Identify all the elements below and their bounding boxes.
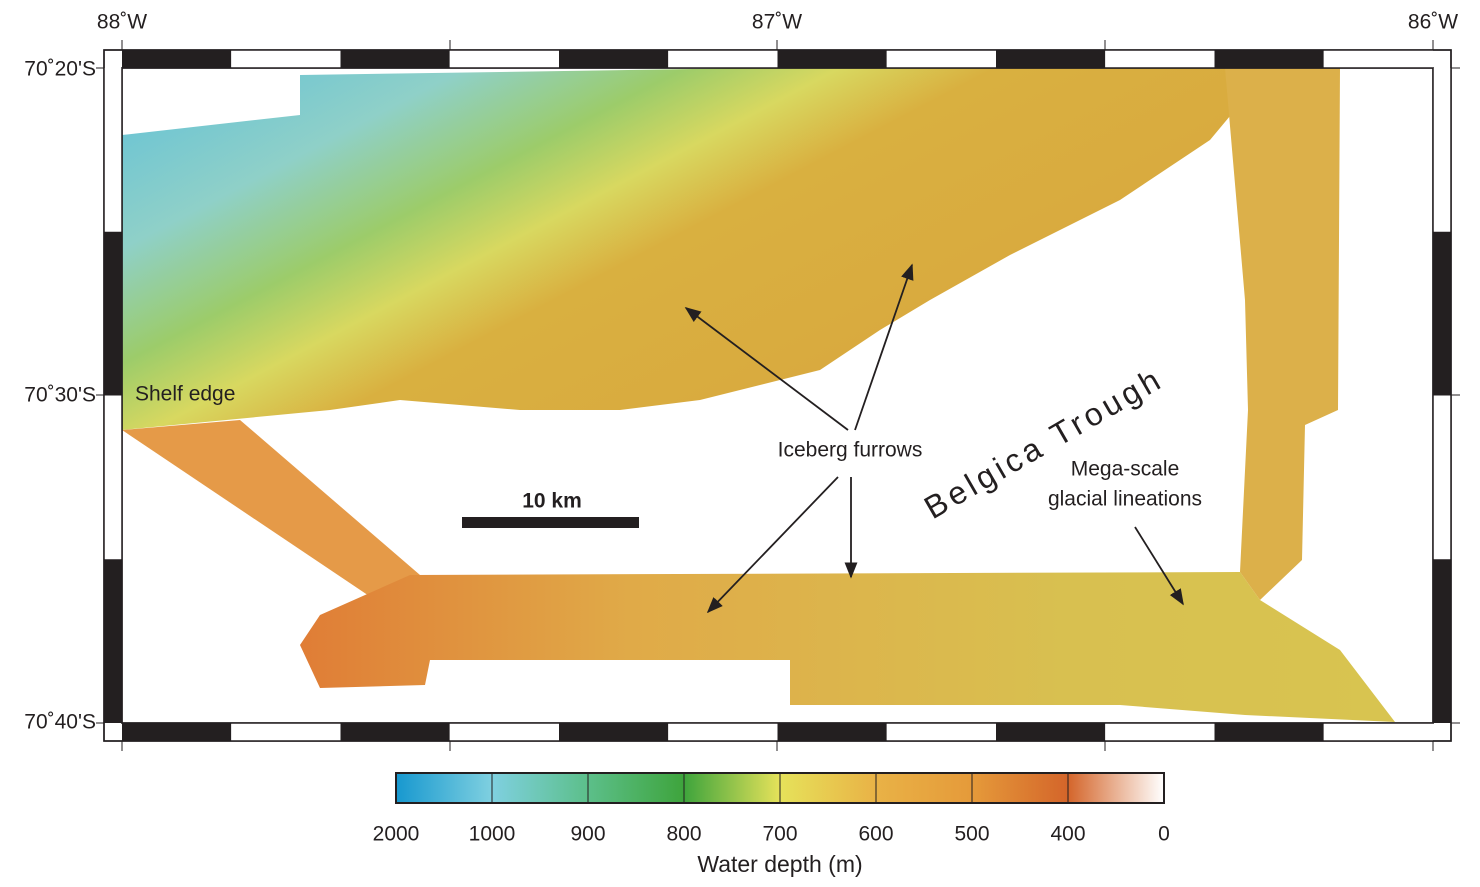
frame-segment bbox=[104, 232, 122, 396]
frame-segment bbox=[450, 50, 559, 68]
colorbar-tick-label: 600 bbox=[858, 823, 893, 846]
frame-segment bbox=[1433, 232, 1451, 396]
colorbar-tick-label: 2000 bbox=[373, 823, 420, 846]
frame-segment bbox=[231, 723, 340, 741]
survey-swath bbox=[300, 572, 1395, 722]
frame-segment bbox=[1433, 559, 1451, 723]
frame-segment bbox=[450, 723, 559, 741]
annotation: glacial lineations bbox=[1048, 488, 1202, 511]
frame-segment bbox=[1105, 723, 1214, 741]
scale-bar bbox=[462, 517, 639, 528]
annotation: Iceberg furrows bbox=[778, 439, 923, 462]
frame-segment bbox=[122, 50, 231, 68]
colorbar-tick-label: 700 bbox=[762, 823, 797, 846]
lon-label: 87˚W bbox=[752, 11, 802, 34]
colorbar-tick-label: 500 bbox=[954, 823, 989, 846]
annotation: Shelf edge bbox=[135, 383, 235, 406]
colorbar-title: Water depth (m) bbox=[697, 851, 862, 877]
lat-label: 70˚40'S bbox=[24, 711, 96, 734]
frame-segment bbox=[122, 723, 231, 741]
colorbar-tick-label: 900 bbox=[570, 823, 605, 846]
survey-swath bbox=[1225, 68, 1340, 600]
frame-segment bbox=[778, 723, 887, 741]
colorbar-tick-label: 0 bbox=[1158, 823, 1170, 846]
frame-segment bbox=[341, 50, 450, 68]
frame-segment bbox=[231, 50, 340, 68]
frame-segment bbox=[887, 723, 996, 741]
lon-label: 88˚W bbox=[97, 11, 147, 34]
frame-segment bbox=[341, 723, 450, 741]
frame-segment bbox=[1105, 50, 1214, 68]
annotation: Mega-scale bbox=[1071, 458, 1180, 481]
lon-label: 86˚W bbox=[1408, 11, 1458, 34]
colorbar-tick-label: 400 bbox=[1050, 823, 1085, 846]
frame-segment bbox=[104, 559, 122, 723]
frame-segment bbox=[1215, 50, 1324, 68]
frame-segment bbox=[996, 723, 1105, 741]
scale-bar-label: 10 km bbox=[522, 490, 582, 513]
bathymetry bbox=[122, 68, 1395, 722]
colorbar-tick-label: 800 bbox=[666, 823, 701, 846]
frame-segment bbox=[668, 723, 777, 741]
lat-label: 70˚30'S bbox=[24, 384, 96, 407]
survey-swath bbox=[122, 420, 420, 610]
frame-segment bbox=[1433, 396, 1451, 560]
frame-segment bbox=[1324, 723, 1433, 741]
frame-segment bbox=[668, 50, 777, 68]
frame-segment bbox=[559, 50, 668, 68]
frame-segment bbox=[559, 723, 668, 741]
frame-segment bbox=[1324, 50, 1433, 68]
frame-segment bbox=[887, 50, 996, 68]
frame-segment bbox=[778, 50, 887, 68]
colorbar-tick-label: 1000 bbox=[469, 823, 516, 846]
lat-label: 70˚20'S bbox=[24, 58, 96, 81]
frame-segment bbox=[996, 50, 1105, 68]
frame-segment bbox=[1433, 68, 1451, 232]
survey-swath bbox=[122, 68, 1270, 430]
frame-segment bbox=[1215, 723, 1324, 741]
frame-segment bbox=[104, 68, 122, 232]
map-figure: 88˚W 87˚W 86˚W 70˚20'S 70˚30'S 70˚40'S S… bbox=[0, 0, 1480, 887]
frame-segment bbox=[104, 396, 122, 560]
page: 88˚W 87˚W 86˚W 70˚20'S 70˚30'S 70˚40'S S… bbox=[0, 0, 1480, 887]
